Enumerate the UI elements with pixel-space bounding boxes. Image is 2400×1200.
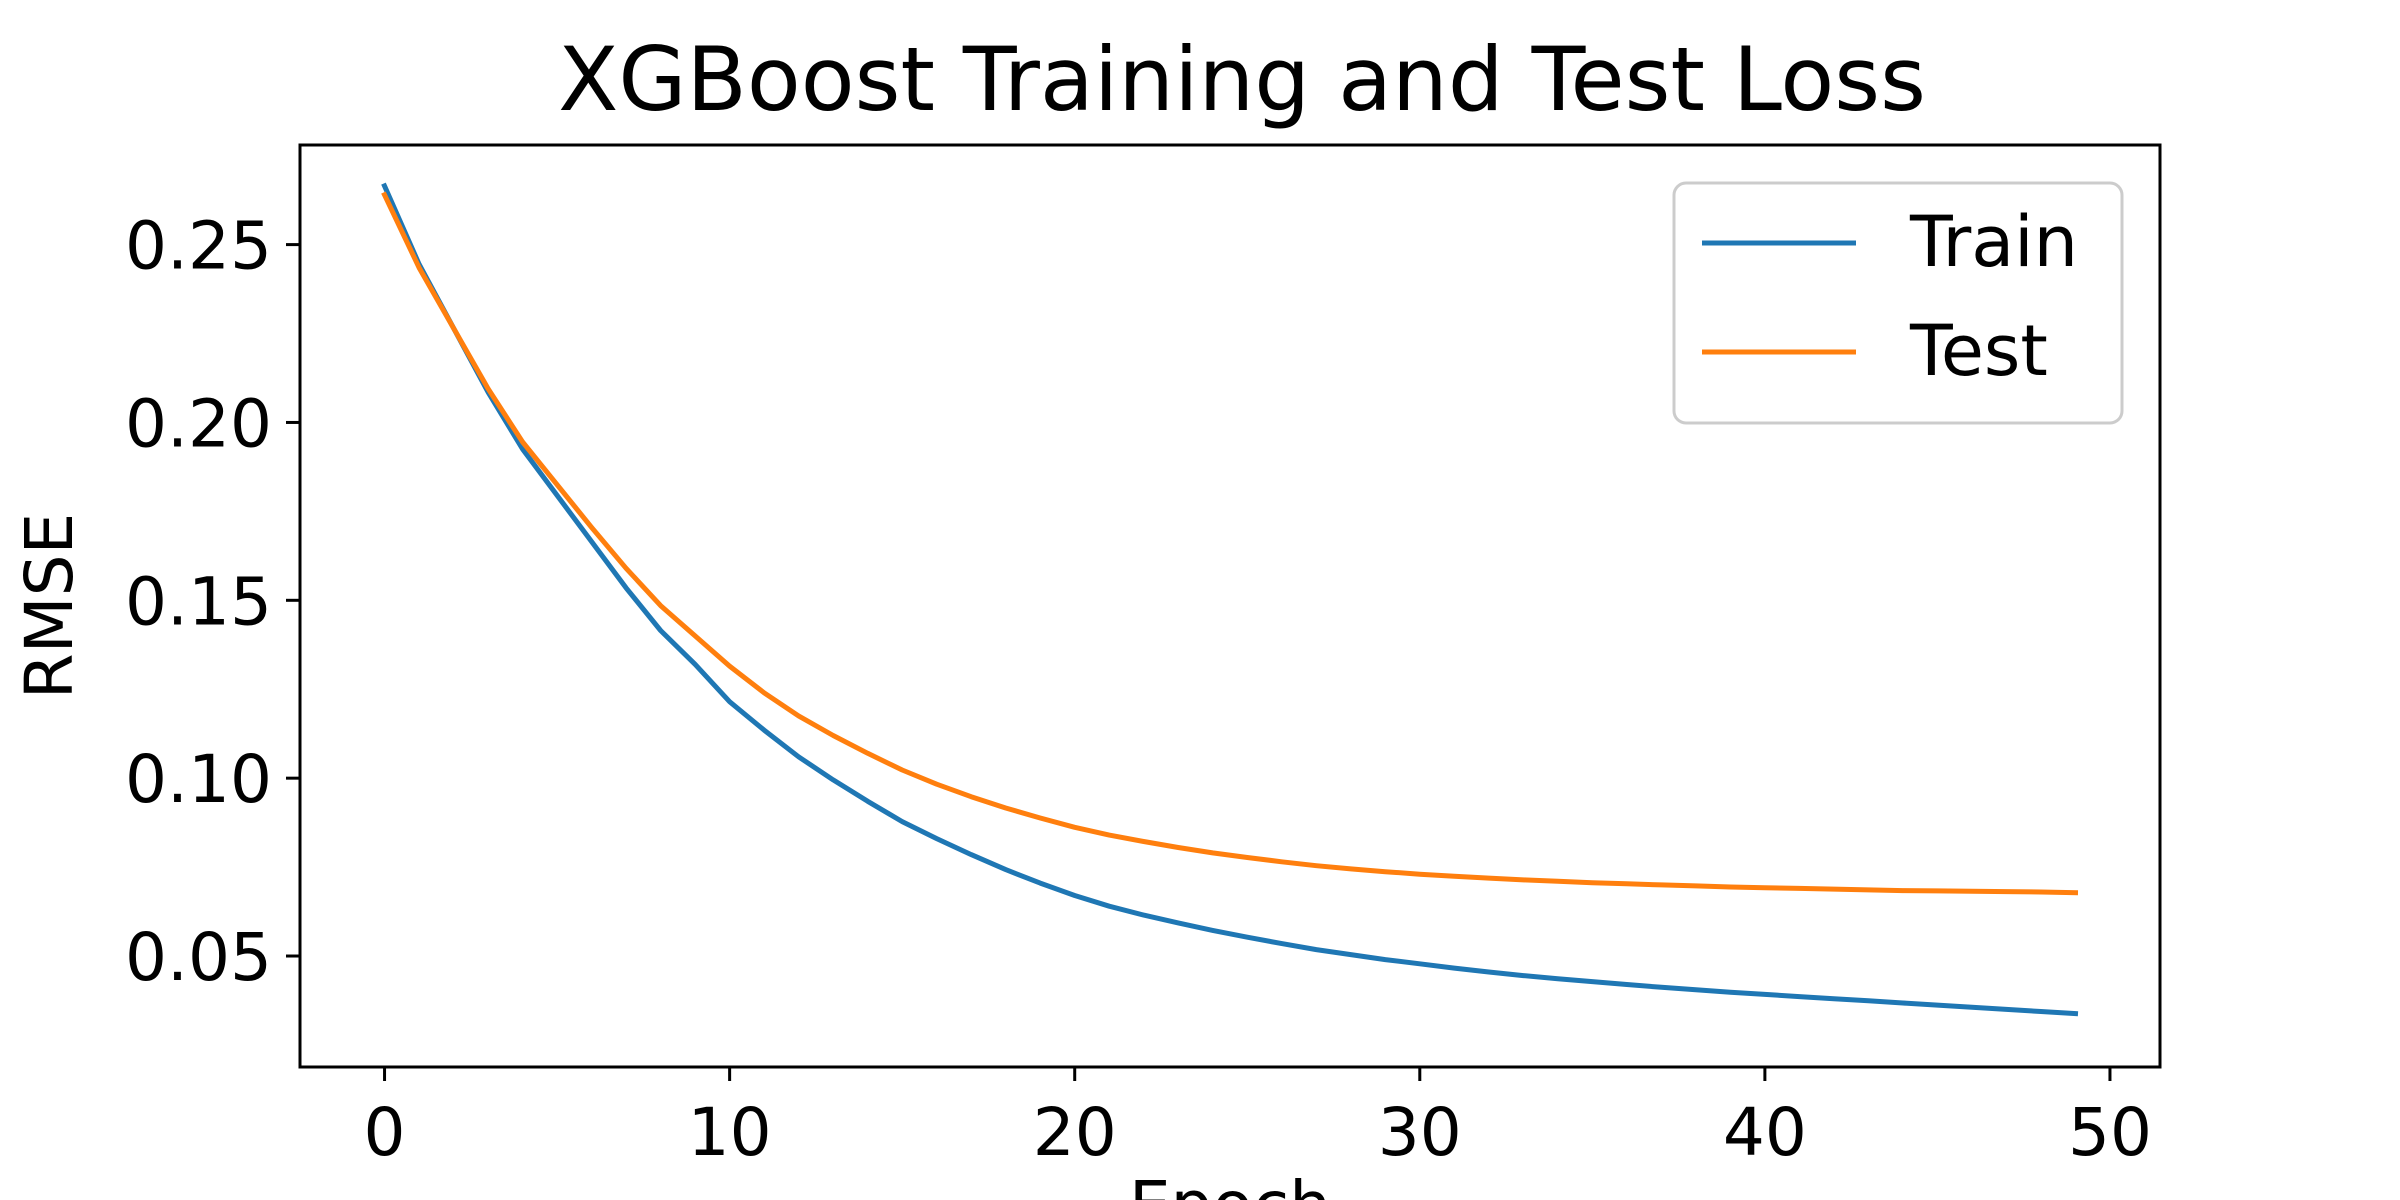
series-layer: [381, 182, 2079, 1017]
x-tick-label: 50: [2068, 1094, 2152, 1171]
x-tick-label: 30: [1378, 1094, 1462, 1171]
x-tick-label: 0: [364, 1094, 406, 1171]
x-tick-label: 10: [688, 1094, 772, 1171]
legend-label-test: Test: [1909, 310, 2048, 392]
y-tick-label: 0.20: [125, 385, 272, 462]
y-tick-label: 0.05: [125, 919, 272, 996]
x-tick-label: 40: [1723, 1094, 1807, 1171]
series-line-train: [381, 182, 2079, 1017]
y-tick-label: 0.15: [125, 563, 272, 640]
series-line-test: [381, 191, 2079, 896]
x-tick-label: 20: [1033, 1094, 1117, 1171]
plot-area-frame: [298, 143, 2162, 1069]
y-tick-label: 0.10: [125, 741, 272, 818]
x-axis-label: Epoch: [1129, 1167, 1331, 1200]
y-axis-label: RMSE: [11, 513, 88, 699]
legend-label-train: Train: [1909, 201, 2078, 283]
y-tick-label: 0.25: [125, 208, 272, 285]
legend: Train Test: [1672, 181, 2124, 425]
chart-title: XGBoost Training and Test Loss: [558, 28, 1926, 131]
ticks-layer: 0 10 20 30 40 50 0.05 0.10 0.15 0.20 0.25: [125, 208, 2152, 1171]
